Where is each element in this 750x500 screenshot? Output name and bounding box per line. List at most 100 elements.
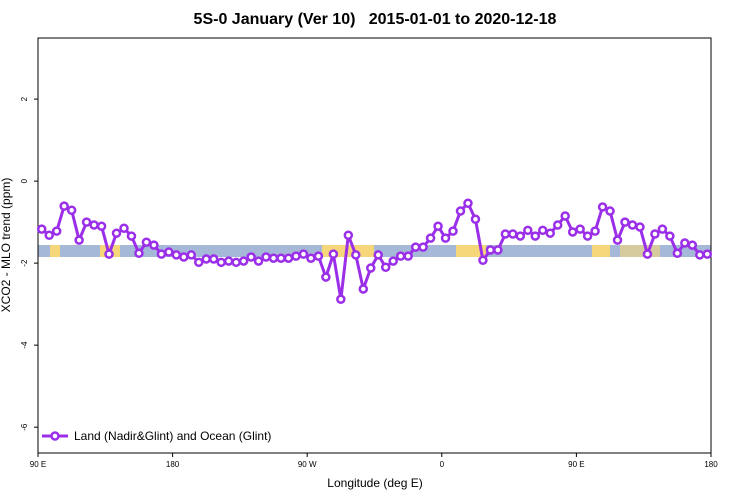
point [238,256,249,266]
point [500,229,511,239]
point [268,253,279,263]
point [582,231,593,241]
point [283,253,294,263]
point [687,240,698,250]
point [388,256,398,266]
point [538,225,548,236]
point [51,226,62,236]
point [179,252,189,262]
point [530,231,541,241]
point [306,253,316,263]
point [575,224,585,234]
y-tick-label: 0 [20,178,29,183]
point [410,242,421,252]
point [395,251,406,261]
point [246,252,256,262]
ocean-band [38,245,711,257]
y-tick-label: -6 [20,423,29,431]
point [366,263,376,273]
point [680,238,690,248]
point [291,251,301,261]
point [328,249,339,259]
point [597,202,608,212]
point [104,249,114,259]
point [313,251,324,261]
x-tick-label: 0 [440,460,445,469]
point [545,228,555,238]
x-tick-label: 180 [166,460,180,469]
point [695,250,705,260]
x-tick-label: 180 [704,460,718,469]
land-patch [50,245,60,257]
point [321,272,331,282]
point [201,254,211,264]
y-axis-label: XCO2 - MLO trend (ppm) [0,178,13,313]
point [463,198,473,209]
point [44,230,54,240]
land-patch [592,245,610,257]
point [126,231,137,241]
point [74,235,84,245]
y-tick-label: 2 [20,96,29,101]
point [433,221,443,231]
legend-label: Land (Nadir&Glint) and Ocean (Glint) [74,429,271,443]
point [276,253,286,263]
point [560,211,570,221]
point [567,227,578,237]
point [36,224,47,234]
point [298,249,309,259]
point [440,233,451,243]
y-tick-label: -4 [20,341,29,349]
point [111,228,122,238]
chart-title: 5S-0 January (Ver 10) 2015-01-01 to 2020… [194,11,557,28]
point [81,217,92,227]
point [515,231,526,241]
point [508,229,518,239]
point [216,257,226,268]
point [231,257,241,268]
point [403,251,413,261]
point [134,248,144,259]
point [627,220,638,230]
point [523,225,533,236]
point [485,245,496,255]
y-tick-label: -2 [20,259,29,267]
land-patch [456,245,486,257]
point [194,257,204,268]
point [702,249,713,259]
point [605,206,615,216]
point [493,245,503,255]
point [253,256,264,266]
point [552,220,563,230]
point [164,247,174,257]
point [478,255,488,266]
point [672,248,683,259]
point [650,229,660,239]
point [119,223,129,234]
plot-frame [37,37,712,454]
point [66,205,77,215]
point [351,250,361,260]
point [186,250,197,260]
point [470,214,481,225]
point [418,242,428,252]
point [261,252,271,262]
point [59,201,69,211]
x-tick-label: 90 E [568,460,584,469]
point [612,235,623,245]
point [156,249,167,259]
point [455,206,466,216]
point [358,284,369,294]
point [208,254,219,264]
point [665,231,675,241]
point [448,226,458,236]
point [373,250,383,260]
point [141,237,152,247]
point [223,256,234,266]
point [642,249,653,259]
point [171,250,182,260]
land-patch [620,245,660,257]
x-tick-label: 90 E [30,460,46,469]
point [635,222,645,232]
